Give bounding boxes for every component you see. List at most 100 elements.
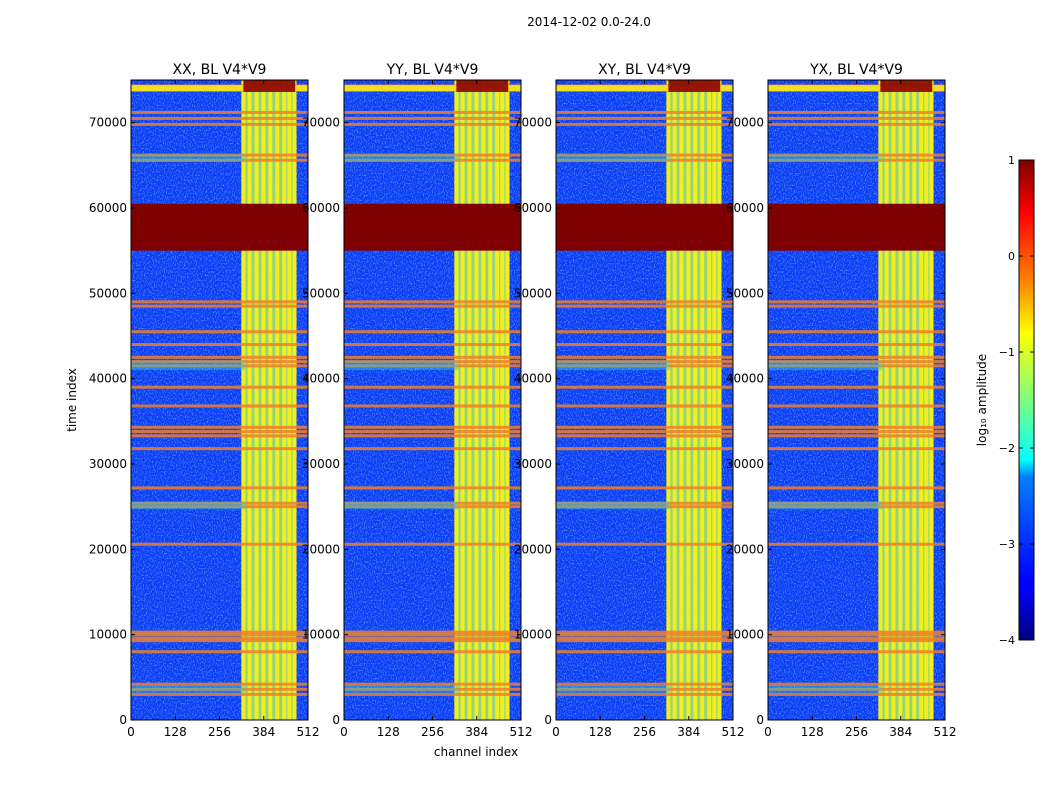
time-line <box>768 430 945 434</box>
top-rfi-block <box>243 80 296 92</box>
time-line <box>768 364 945 368</box>
time-line <box>131 110 308 114</box>
time-line <box>344 122 521 126</box>
x-tick-label: 0 <box>127 725 135 739</box>
top-strip <box>768 85 945 92</box>
top-strip <box>556 85 733 92</box>
y-tick-label: 40000 <box>726 372 764 386</box>
x-tick-label: 512 <box>297 725 320 739</box>
time-line <box>344 425 521 429</box>
y-tick-label: 30000 <box>726 457 764 471</box>
panel-title: XX, BL V4*V9 <box>173 62 267 78</box>
time-line <box>131 505 308 509</box>
time-line <box>131 501 308 505</box>
time-line <box>131 330 308 334</box>
time-band <box>131 685 246 693</box>
time-line <box>556 300 733 304</box>
time-line <box>768 360 945 364</box>
time-line <box>556 153 733 157</box>
rfi-channel-line <box>454 80 459 720</box>
y-tick-label: 0 <box>332 713 340 727</box>
rfi-channel-line <box>672 80 677 720</box>
time-line <box>344 692 521 696</box>
time-line <box>344 630 521 634</box>
rfi-channel-line <box>488 80 493 720</box>
panel-xx: XX, BL V4*V9 0 128 256 384 512 0 10000 20000 3000… <box>89 62 320 739</box>
top-rfi-block <box>456 80 509 92</box>
time-line <box>131 447 308 451</box>
time-line <box>344 434 521 438</box>
time-band <box>556 501 671 510</box>
time-line <box>768 355 945 359</box>
rfi-channel-line <box>712 80 717 720</box>
time-line <box>556 425 733 429</box>
time-line <box>131 542 308 546</box>
time-line <box>344 343 521 347</box>
rfi-channel-line <box>919 80 924 720</box>
time-line <box>344 153 521 157</box>
time-line <box>344 158 521 162</box>
time-line <box>556 630 733 634</box>
time-line <box>768 385 945 389</box>
time-line <box>768 447 945 451</box>
rfi-channel-line <box>275 80 280 720</box>
top-rfi-block <box>880 80 933 92</box>
time-line <box>768 505 945 509</box>
time-band <box>556 360 671 371</box>
rfi-channel-line <box>666 80 671 720</box>
time-line <box>768 304 945 308</box>
rfi-channel-line <box>254 80 259 720</box>
time-line <box>768 122 945 126</box>
panel-title: XY, BL V4*V9 <box>598 62 691 78</box>
y-tick-label: 0 <box>119 713 127 727</box>
time-line <box>344 633 521 637</box>
time-line <box>556 639 733 643</box>
time-line <box>556 343 733 347</box>
time-line <box>556 116 733 120</box>
time-line <box>556 110 733 114</box>
rfi-channel-line <box>241 80 246 720</box>
y-tick-label: 60000 <box>89 201 127 215</box>
time-band <box>344 501 459 510</box>
time-line <box>768 153 945 157</box>
time-line <box>556 501 733 505</box>
x-tick-label: 128 <box>589 725 612 739</box>
panel-yy: YY, BL V4*V9 0 128 256 384 512 0 10000 20000 3000… <box>302 62 533 739</box>
time-line <box>768 330 945 334</box>
time-line <box>344 360 521 364</box>
y-tick-label: 40000 <box>302 372 340 386</box>
time-line <box>131 355 308 359</box>
panels: XX, BL V4*V9 0 128 256 384 512 0 10000 20000 3000… <box>89 62 957 739</box>
y-tick-label: 0 <box>756 713 764 727</box>
x-tick-label: 512 <box>934 725 957 739</box>
y-tick-label: 30000 <box>89 457 127 471</box>
time-line <box>131 636 308 640</box>
y-tick-label: 50000 <box>514 286 552 300</box>
time-line <box>556 330 733 334</box>
colorbar-ticks: 1 0 −1 −2 −3 −4 <box>999 154 1034 647</box>
rfi-channel-line <box>500 80 505 720</box>
time-band <box>768 685 883 693</box>
y-tick-label: 50000 <box>302 286 340 300</box>
y-tick-label: 10000 <box>302 628 340 642</box>
time-line <box>768 630 945 634</box>
time-line <box>344 430 521 434</box>
time-line <box>556 682 733 686</box>
time-line <box>768 633 945 637</box>
x-tick-label: 128 <box>164 725 187 739</box>
y-tick-label: 70000 <box>514 116 552 130</box>
time-line <box>344 639 521 643</box>
time-band <box>344 360 459 371</box>
time-line <box>556 385 733 389</box>
x-tick-label: 0 <box>764 725 772 739</box>
rfi-channel-line <box>268 80 273 720</box>
colorbar-tick-label: −4 <box>999 634 1015 647</box>
time-line <box>344 404 521 408</box>
time-line <box>768 682 945 686</box>
rfi-channel-line <box>717 80 722 720</box>
y-axis-label: time index <box>65 368 79 432</box>
time-line <box>556 122 733 126</box>
time-line <box>131 692 308 696</box>
rfi-channel-line <box>693 80 698 720</box>
